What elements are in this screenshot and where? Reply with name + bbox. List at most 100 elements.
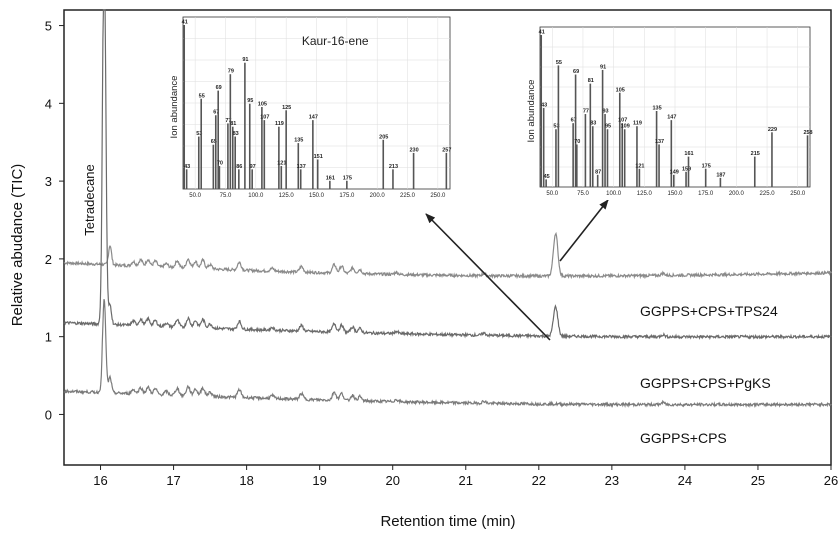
arrow-to-inset-2 <box>559 199 609 262</box>
ion-bar-label: 65 <box>211 139 217 145</box>
inset-x-tick-label: 75.0 <box>577 191 589 197</box>
ion-bar-label: 86 <box>236 164 242 170</box>
y-tick-label: 3 <box>45 174 52 189</box>
x-tick-label: 26 <box>824 473 838 488</box>
ion-bar-label: 147 <box>667 115 676 121</box>
x-tick-label: 17 <box>166 473 180 488</box>
plot-frame <box>63 9 832 466</box>
ion-bar-label: 83 <box>233 131 239 137</box>
inset-x-tick-label: 50.0 <box>189 193 201 199</box>
ion-bar-label: 105 <box>616 87 625 93</box>
ion-bar-label: 97 <box>250 164 256 170</box>
ion-bar-label: 95 <box>605 124 611 130</box>
ion-bar-label: 67 <box>213 110 219 116</box>
series-label-pgks: GGPPS+CPS+PgKS <box>640 375 771 391</box>
ion-bar-label: 95 <box>247 98 253 104</box>
ion-bar-label: 229 <box>768 127 777 133</box>
ion-bar-label: 175 <box>343 175 352 181</box>
ion-bar-label: 161 <box>326 175 335 181</box>
x-tick-label: 16 <box>93 473 107 488</box>
trace-1 <box>63 231 832 280</box>
ion-bar-label: 137 <box>655 139 664 145</box>
x-axis-label: Retention time (min) <box>380 513 515 530</box>
trace-2 <box>63 9 832 341</box>
ion-bar-label: 149 <box>670 169 679 175</box>
x-tick-label: 18 <box>239 473 253 488</box>
y-tick-label: 2 <box>45 252 52 267</box>
ion-bar-label: 41 <box>539 30 545 36</box>
mass-spectrum-inset-kaur-16-ene: 50.0 75.0 100.0 125.0 150.0 175.0 200.0 225.0 25… <box>169 15 451 202</box>
ion-bar-label: 105 <box>258 102 267 108</box>
ion-bar-label: 81 <box>588 78 594 84</box>
ion-bar-label: 125 <box>282 105 291 111</box>
ion-bar-label: 53 <box>196 131 202 137</box>
x-tick-label: 24 <box>678 473 692 488</box>
ion-bar-label: 121 <box>635 163 644 169</box>
inset-y-axis-label: Ion abundance <box>169 76 180 139</box>
ion-bar-label: 151 <box>314 154 323 160</box>
ion-bar-label: 135 <box>652 106 661 112</box>
y-tick-label: 1 <box>45 330 52 345</box>
x-tick-label: 23 <box>605 473 619 488</box>
inset-x-tick-label: 50.0 <box>546 191 558 197</box>
ion-bar-label: 159 <box>682 166 691 172</box>
ion-bar-label: 43 <box>541 102 547 108</box>
ion-bar-label: 205 <box>379 134 388 140</box>
mass-spectrum-inset-tps24: 50.0 75.0 100.0 125.0 150.0 175.0 200.0 225.0 25… <box>526 25 813 200</box>
ion-bar-label: 41 <box>182 20 188 26</box>
inset-y-axis-label: Ion abundance <box>526 80 537 143</box>
inset-x-tick-label: 100.0 <box>248 193 264 199</box>
ion-bar-label: 161 <box>684 151 693 157</box>
inset-x-tick-label: 150.0 <box>309 193 325 199</box>
ion-bar-label: 69 <box>573 69 579 75</box>
trace-3 <box>63 298 832 409</box>
ion-bar-label: 230 <box>409 147 418 153</box>
ion-bar-label: 109 <box>621 124 630 130</box>
ion-bar-label: 69 <box>216 85 222 91</box>
arrow-to-inset-1 <box>425 213 551 341</box>
series-label-tps24: GGPPS+CPS+TPS24 <box>640 303 778 319</box>
ion-bar-label: 175 <box>702 163 711 169</box>
inset-x-tick-label: 225.0 <box>760 191 776 197</box>
ion-bar-label: 91 <box>600 64 606 70</box>
ion-bar-label: 45 <box>544 174 550 180</box>
ion-bar-label: 187 <box>716 172 725 178</box>
y-tick-label: 4 <box>45 96 52 111</box>
inset-x-tick-label: 200.0 <box>729 191 745 197</box>
ion-bar-label: 215 <box>751 151 760 157</box>
inset-x-tick-label: 175.0 <box>698 191 714 197</box>
ion-bar-label: 79 <box>228 69 234 75</box>
ion-bar-label: 70 <box>574 139 580 145</box>
inset-x-tick-label: 250.0 <box>430 193 446 199</box>
chromatogram-traces <box>63 9 832 409</box>
ion-bar-label: 83 <box>590 121 596 127</box>
ion-bar-label: 258 <box>803 130 812 136</box>
x-tick-label: 19 <box>312 473 326 488</box>
inset-title: Kaur-16-ene <box>302 34 369 48</box>
ion-bar-label: 213 <box>389 164 398 170</box>
ion-bar-label: 107 <box>260 115 269 121</box>
ion-bar-label: 93 <box>602 109 608 115</box>
x-tick-label: 22 <box>532 473 546 488</box>
inset-x-tick-label: 175.0 <box>339 193 355 199</box>
ion-bar-label: 81 <box>230 121 236 127</box>
ion-bar-label: 43 <box>184 164 190 170</box>
ion-bar-label: 87 <box>595 169 601 175</box>
y-tick-label: 5 <box>45 19 52 34</box>
inset-x-tick-label: 200.0 <box>370 193 386 199</box>
inset-x-tick-label: 150.0 <box>667 191 683 197</box>
inset-x-tick-label: 225.0 <box>400 193 416 199</box>
inset-x-tick-label: 125.0 <box>637 191 653 197</box>
ion-bar-label: 137 <box>297 164 306 170</box>
ion-bar-label: 70 <box>217 161 223 167</box>
x-tick-label: 20 <box>385 473 399 488</box>
series-label-cps: GGPPS+CPS <box>640 430 727 446</box>
tetradecane-annotation: Tetradecane <box>82 164 97 236</box>
ion-bar-label: 119 <box>275 121 284 127</box>
ion-bar-label: 53 <box>553 124 559 130</box>
x-tick-label: 21 <box>459 473 473 488</box>
x-tick-label: 25 <box>751 473 765 488</box>
ion-bar-label: 135 <box>294 138 303 144</box>
y-axis-label: Relative abudance (TIC) <box>9 164 26 327</box>
